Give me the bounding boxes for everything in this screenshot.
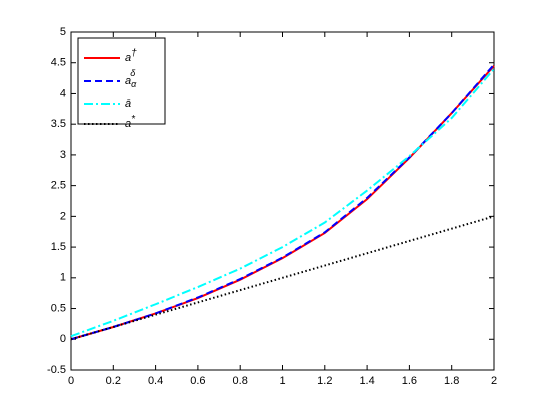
y-tick-label: 4	[60, 87, 66, 99]
legend-label: ā	[125, 98, 131, 110]
legend-name: ā	[125, 98, 131, 110]
x-tick-label: 1.2	[317, 375, 332, 387]
legend-sub: α	[131, 79, 137, 89]
y-tick-label: 2.5	[51, 180, 66, 192]
x-tick-label: 0.4	[148, 375, 163, 387]
y-tick-label: 1.5	[51, 241, 66, 253]
y-tick-label: -0.5	[47, 364, 66, 376]
x-tick-label: 0.6	[190, 375, 205, 387]
x-tick-label: 0.2	[106, 375, 121, 387]
y-tick-label: 3.5	[51, 118, 66, 130]
legend-box	[77, 37, 166, 125]
x-tick-label: 1	[279, 375, 285, 387]
legend-sup: *	[131, 114, 136, 125]
y-tick-label: 3	[60, 149, 66, 161]
series-line	[70, 63, 495, 341]
x-tick-label: 1.6	[402, 375, 417, 387]
y-tick-label: 1	[60, 272, 66, 284]
series-line	[70, 215, 495, 341]
legend-sup: †	[131, 48, 137, 59]
x-tick-label: 1.4	[359, 375, 374, 387]
y-tick-label: 0.5	[51, 302, 66, 314]
legend-name: a	[125, 118, 131, 130]
y-tick-label: 5	[60, 26, 66, 38]
x-tick-label: 2	[491, 375, 497, 387]
legend-label: a†	[125, 48, 137, 64]
legend-sup: δ	[130, 68, 136, 78]
legend-name: a	[125, 75, 131, 87]
legend-label: a*	[125, 114, 136, 130]
series-line	[70, 68, 495, 338]
x-tick-label: 1.8	[444, 375, 459, 387]
y-tick-label: 4.5	[51, 57, 66, 69]
y-tick-label: 0	[60, 333, 66, 345]
x-tick-label: 0	[68, 375, 74, 387]
y-tick-label: 2	[60, 210, 66, 222]
x-tick-label: 0.8	[233, 375, 248, 387]
legend-label: aαδ	[125, 68, 137, 89]
legend-name: a	[125, 52, 131, 64]
